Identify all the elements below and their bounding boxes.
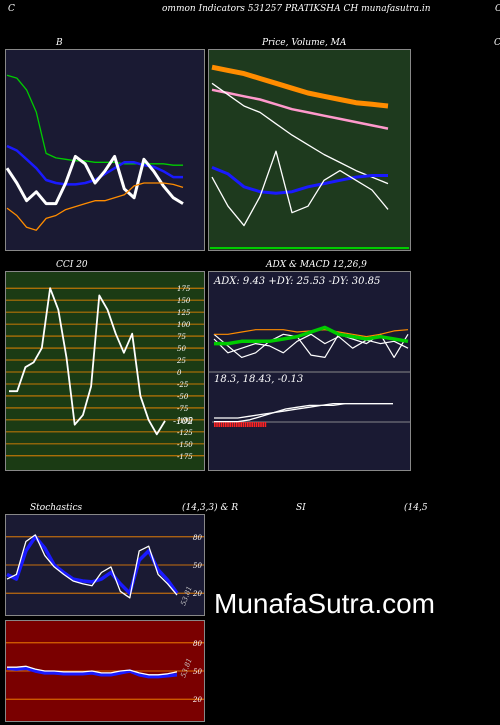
macd-histogram-bar <box>218 422 220 427</box>
cci-tick-label: 175 <box>177 285 191 293</box>
adx-readout: ADX: 9.43 +DY: 25.53 -DY: 30.85 <box>214 276 381 287</box>
price-ma-series-0 <box>211 64 389 109</box>
bollinger-series-3 <box>6 182 184 231</box>
price-ma-title: Price, Volume, MA <box>262 38 347 48</box>
macd-histogram-bar <box>240 422 242 427</box>
cci-tick-label: -50 <box>177 393 189 401</box>
adx-macd-chart <box>208 271 411 471</box>
cci-last-value: -102 <box>173 417 193 427</box>
macd-histogram-bar <box>214 422 216 427</box>
macd-histogram-bar <box>247 422 249 427</box>
cci-tick-label: 125 <box>177 309 191 317</box>
adx-macd-background <box>208 271 411 471</box>
cci-tick-label: -100 <box>177 417 193 425</box>
cci-tick-label: 0 <box>177 369 182 377</box>
price-ma-series-1 <box>211 88 389 130</box>
rsi-series-0 <box>6 666 178 679</box>
rsi-params: (14,5 <box>404 503 428 513</box>
rsi-tick-label: 80 <box>193 640 202 648</box>
macd-histogram-bar <box>216 422 218 427</box>
macd-histogram-bar <box>238 422 240 427</box>
macd-histogram-bar <box>251 422 253 427</box>
stochastics-series-1 <box>6 534 178 599</box>
macd-histogram-bar <box>222 422 225 427</box>
macd-histogram-bar <box>255 422 258 427</box>
price-ma-series-4 <box>211 150 389 227</box>
macd-series-1 <box>214 402 393 419</box>
macd-histogram-bar <box>249 422 251 427</box>
cci-tick-label: -25 <box>177 381 189 389</box>
bollinger-chart <box>5 49 205 251</box>
rsi-tick-label: 50 <box>193 668 202 676</box>
cci-tick-label: 100 <box>177 321 191 329</box>
cci-tick-label: -175 <box>177 453 193 461</box>
rsi-tick-label: 20 <box>192 696 202 704</box>
macd-histogram-bar <box>258 422 260 427</box>
macd-histogram-bar <box>260 422 262 427</box>
macd-histogram-bar <box>227 422 229 427</box>
cci-background <box>5 271 205 471</box>
header-right: C <box>495 4 500 14</box>
macd-histogram-bar <box>253 422 256 427</box>
stochastics-tick-label: 20 <box>192 590 202 598</box>
cci-tick-label: 50 <box>177 345 186 353</box>
stochastics-params: (14,3,3) & R <box>182 503 239 513</box>
cci-tick-label: 75 <box>177 333 186 341</box>
macd-histogram-bar <box>236 422 238 427</box>
adx-series-3 <box>214 325 409 346</box>
price-ma-edge-label: C <box>494 38 500 48</box>
macd-readout: 18.3, 18.43, -0.13 <box>214 374 304 385</box>
bollinger-title: B <box>56 38 63 48</box>
watermark: MunafaSutra.com <box>214 588 435 619</box>
macd-histogram-bar <box>262 422 264 427</box>
cci-title: CCI 20 <box>56 260 88 270</box>
stochastics-tick-label: 50 <box>193 562 202 570</box>
bollinger-background <box>5 49 205 251</box>
cci-tick-label: -125 <box>177 429 193 437</box>
macd-histogram-bar <box>229 422 231 427</box>
price-ma-series-2 <box>211 82 389 185</box>
cci-series-0 <box>9 287 166 436</box>
cci-tick-label: 150 <box>177 297 191 305</box>
header-title: ommon Indicators 531257 PRATIKSHA CH mun… <box>162 4 431 14</box>
price-ma-chart <box>208 49 411 251</box>
macd-histogram-bar <box>220 422 223 427</box>
bollinger-series-2 <box>5 154 184 206</box>
macd-histogram-bar <box>244 422 247 427</box>
cci-tick-label: -150 <box>177 441 193 449</box>
macd-histogram-bar <box>242 422 245 427</box>
cci-chart: 175 150 125 100 75 50 25 0 -25 -50 -75 -100 -125 -150… <box>5 271 205 471</box>
price-ma-background <box>208 49 411 251</box>
macd-histogram-bar <box>225 422 227 427</box>
bollinger-series-0 <box>6 74 183 166</box>
cci-tick-label: -75 <box>177 405 189 413</box>
stochastics-series-0 <box>6 535 179 595</box>
macd-histogram-bar <box>233 422 236 427</box>
price-ma-series-3 <box>211 166 388 195</box>
adx-title: ADX & MACD 12,26,9 <box>266 260 367 270</box>
header-left: C <box>8 4 15 14</box>
stochastics-tick-label: 80 <box>193 534 202 542</box>
adx-series-0 <box>213 333 409 354</box>
macd-histogram-bar <box>264 422 267 427</box>
macd-histogram-bar <box>231 422 234 427</box>
rsi-series-1 <box>7 665 178 676</box>
stochastics-title: Stochastics <box>30 503 83 513</box>
cci-tick-label: 25 <box>176 357 186 365</box>
rsi-title: SI <box>296 503 306 513</box>
